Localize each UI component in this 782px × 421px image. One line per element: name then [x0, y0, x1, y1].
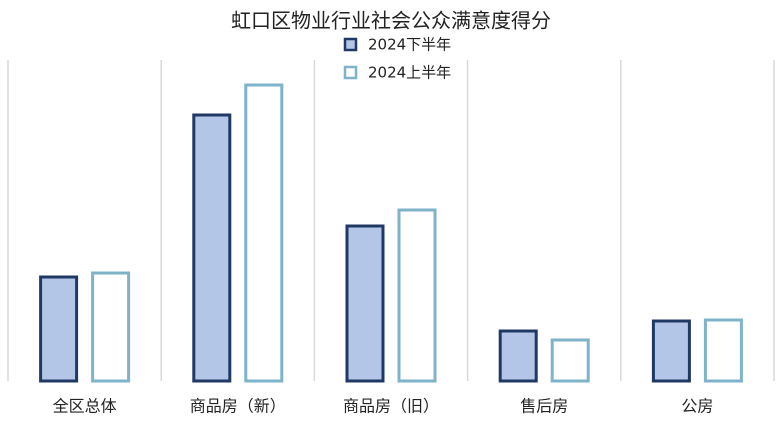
bar [498, 329, 538, 383]
bar [244, 83, 284, 383]
bar [703, 318, 743, 383]
bar [550, 338, 590, 383]
x-tick-label: 售后房 [520, 397, 568, 416]
bar [39, 275, 79, 383]
legend-label: 2024下半年 [368, 36, 451, 54]
bar [192, 113, 232, 383]
chart-title: 虹口区物业行业社会公众满意度得分 [231, 9, 551, 33]
legend-label: 2024上半年 [368, 64, 451, 82]
x-tick-label: 商品房（新） [190, 397, 286, 416]
x-tick-label: 公房 [681, 397, 713, 416]
x-tick-label: 全区总体 [53, 397, 117, 416]
x-tick-label: 商品房（旧） [343, 397, 439, 416]
bar [651, 319, 691, 383]
legend-swatch [343, 37, 358, 52]
legend-swatch [343, 65, 358, 80]
bar [345, 224, 385, 383]
bar [397, 208, 437, 383]
bar [91, 271, 131, 383]
